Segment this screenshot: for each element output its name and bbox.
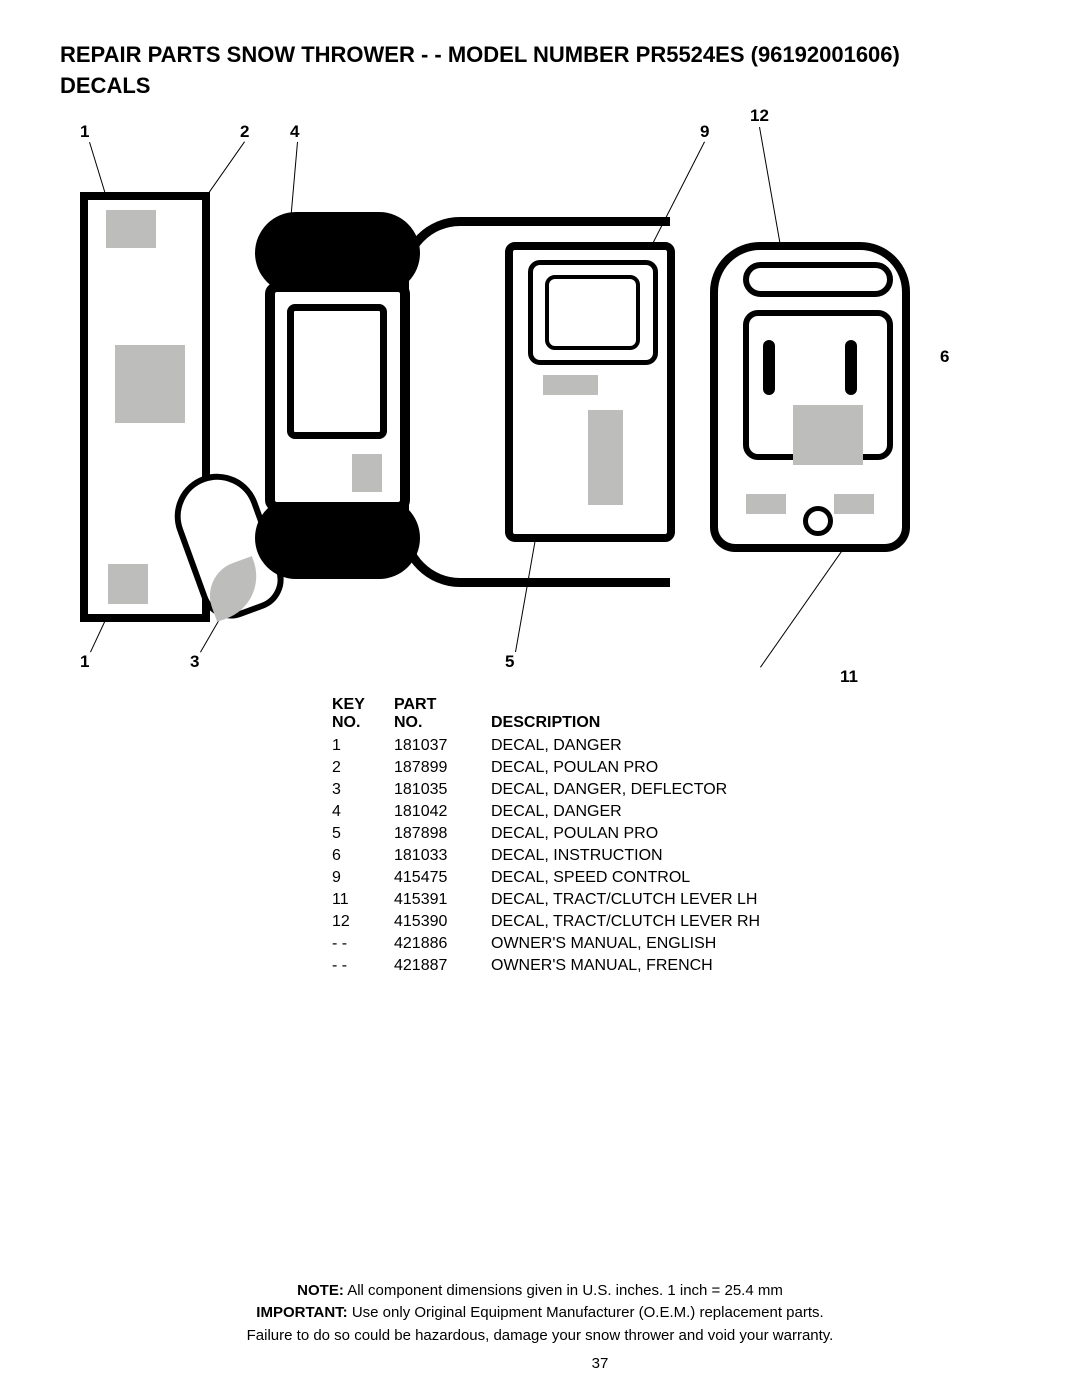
cell-key: 6 (332, 846, 392, 866)
parts-table: KEY NO. PART NO. DESCRIPTION 1181037DECA… (330, 692, 782, 978)
warning-line: Failure to do so could be hazardous, dam… (0, 1325, 1080, 1348)
title-line-1: REPAIR PARTS SNOW THROWER - - MODEL NUMB… (60, 40, 1020, 71)
cell-key: 5 (332, 824, 392, 844)
callout-1-bot: 1 (80, 652, 89, 672)
table-row: 6181033DECAL, INSTRUCTION (332, 846, 780, 866)
decal-placement (746, 494, 786, 514)
important-label: IMPORTANT: (256, 1304, 347, 1321)
table-row: - -421887OWNER'S MANUAL, FRENCH (332, 956, 780, 976)
callout-5: 5 (505, 652, 514, 672)
cell-key: 1 (332, 736, 392, 756)
cell-desc: OWNER'S MANUAL, FRENCH (491, 956, 780, 976)
page-title: REPAIR PARTS SNOW THROWER - - MODEL NUMB… (60, 40, 1020, 102)
cell-desc: DECAL, DANGER (491, 736, 780, 756)
table-row: 4181042DECAL, DANGER (332, 802, 780, 822)
cell-key: 9 (332, 868, 392, 888)
cell-part: 415391 (394, 890, 489, 910)
cell-desc: DECAL, DANGER (491, 802, 780, 822)
cell-key: 4 (332, 802, 392, 822)
header-desc-text: DESCRIPTION (491, 714, 600, 731)
callout-9: 9 (700, 122, 709, 142)
table-row: 1181037DECAL, DANGER (332, 736, 780, 756)
footer-notes: NOTE: All component dimensions given in … (0, 1280, 1080, 1348)
decal-placement (106, 210, 156, 248)
decals-diagram: 1 2 4 9 12 6 1 3 5 11 (60, 112, 1020, 672)
callout-2: 2 (240, 122, 249, 142)
table-row: 12415390DECAL, TRACT/CLUTCH LEVER RH (332, 912, 780, 932)
decal-placement (588, 410, 623, 505)
cell-part: 415475 (394, 868, 489, 888)
cell-part: 181033 (394, 846, 489, 866)
title-line-2: DECALS (60, 71, 1020, 102)
header-key-l2: NO. (332, 714, 360, 731)
callout-1-top: 1 (80, 122, 89, 142)
engine-housing (265, 282, 410, 512)
cell-part: 181042 (394, 802, 489, 822)
panel-display-inner (545, 275, 640, 350)
note-line: NOTE: All component dimensions given in … (0, 1280, 1080, 1303)
cell-key: 11 (332, 890, 392, 910)
cell-desc: DECAL, SPEED CONTROL (491, 868, 780, 888)
engine-panel (287, 304, 387, 439)
decal-placement (543, 375, 598, 395)
callout-4: 4 (290, 122, 299, 142)
header-part-l2: NO. (394, 714, 422, 731)
cell-desc: DECAL, TRACT/CLUTCH LEVER RH (491, 912, 780, 932)
important-text: Use only Original Equipment Manufacturer… (352, 1304, 824, 1321)
cell-part: 187899 (394, 758, 489, 778)
parts-table-body: 1181037DECAL, DANGER 2187899DECAL, POULA… (332, 736, 780, 976)
cell-part: 421886 (394, 934, 489, 954)
cell-desc: DECAL, POULAN PRO (491, 758, 780, 778)
decal-placement (115, 345, 185, 423)
table-row: - -421886OWNER'S MANUAL, ENGLISH (332, 934, 780, 954)
cell-key: - - (332, 956, 392, 976)
cell-key: 12 (332, 912, 392, 932)
handle-top-view (700, 242, 920, 572)
decal-placement (108, 564, 148, 604)
callout-6: 6 (940, 347, 949, 367)
decal-placement (352, 454, 382, 492)
cell-desc: OWNER'S MANUAL, ENGLISH (491, 934, 780, 954)
lever-slot (845, 340, 857, 395)
table-header-row: KEY NO. PART NO. DESCRIPTION (332, 694, 780, 734)
callout-12: 12 (750, 106, 769, 126)
cell-part: 187898 (394, 824, 489, 844)
cell-desc: DECAL, TRACT/CLUTCH LEVER LH (491, 890, 780, 910)
important-line: IMPORTANT: Use only Original Equipment M… (0, 1302, 1080, 1325)
control-panel (505, 242, 675, 542)
cell-part: 421887 (394, 956, 489, 976)
cell-desc: DECAL, POULAN PRO (491, 824, 780, 844)
page-number: 37 (60, 1355, 1080, 1372)
cell-key: 2 (332, 758, 392, 778)
header-desc: DESCRIPTION (491, 694, 780, 734)
panel-display (528, 260, 658, 365)
cell-key: 3 (332, 780, 392, 800)
cell-part: 415390 (394, 912, 489, 932)
note-label: NOTE: (297, 1282, 344, 1299)
decal-placement (834, 494, 874, 514)
table-row: 9415475DECAL, SPEED CONTROL (332, 868, 780, 888)
header-key-l1: KEY (332, 696, 365, 713)
handle-outer (710, 242, 910, 552)
table-row: 2187899DECAL, POULAN PRO (332, 758, 780, 778)
cell-part: 181035 (394, 780, 489, 800)
callout-3: 3 (190, 652, 199, 672)
cell-desc: DECAL, DANGER, DEFLECTOR (491, 780, 780, 800)
header-part-l1: PART (394, 696, 436, 713)
table-row: 11415391DECAL, TRACT/CLUTCH LEVER LH (332, 890, 780, 910)
callout-11: 11 (840, 667, 858, 687)
cell-key: - - (332, 934, 392, 954)
cell-part: 181037 (394, 736, 489, 756)
cell-desc: DECAL, INSTRUCTION (491, 846, 780, 866)
handle-grip (743, 262, 893, 297)
lever-slot (763, 340, 775, 395)
note-text: All component dimensions given in U.S. i… (347, 1282, 783, 1299)
decal-placement (793, 405, 863, 465)
header-part: PART NO. (394, 694, 489, 734)
table-row: 3181035DECAL, DANGER, DEFLECTOR (332, 780, 780, 800)
pivot (803, 506, 833, 536)
header-key: KEY NO. (332, 694, 392, 734)
table-row: 5187898DECAL, POULAN PRO (332, 824, 780, 844)
